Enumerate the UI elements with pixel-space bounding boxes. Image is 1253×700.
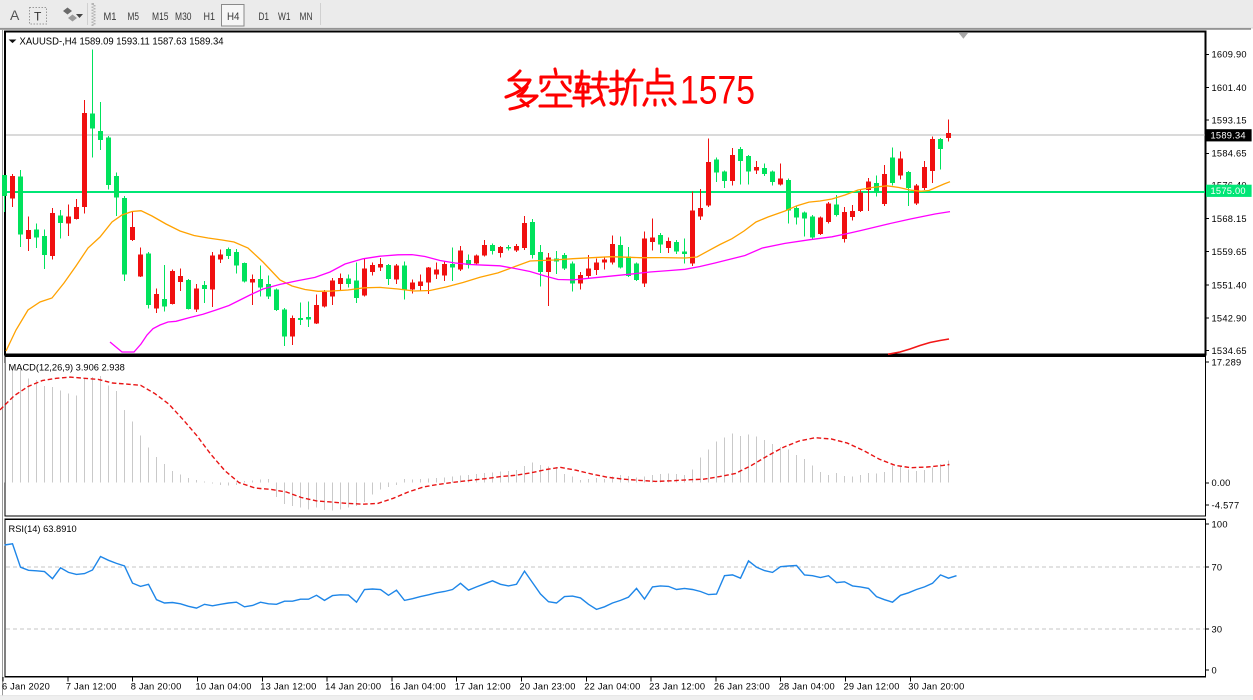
svg-text:8 Jan 20:00: 8 Jan 20:00 (131, 682, 182, 692)
svg-text:M1: M1 (104, 11, 117, 23)
svg-text:28 Jan 04:00: 28 Jan 04:00 (779, 682, 835, 692)
svg-text:1568.15: 1568.15 (1212, 214, 1247, 224)
svg-text:H4: H4 (227, 11, 240, 23)
svg-text:20 Jan 23:00: 20 Jan 23:00 (520, 682, 576, 692)
svg-text:6 Jan 2020: 6 Jan 2020 (2, 682, 50, 692)
svg-text:M15: M15 (152, 11, 169, 23)
svg-text:D1: D1 (259, 11, 270, 23)
svg-text:0: 0 (1212, 665, 1217, 675)
svg-text:RSI(14) 63.8910: RSI(14) 63.8910 (9, 524, 77, 534)
svg-text:1601.40: 1601.40 (1212, 83, 1247, 93)
svg-text:1589.34: 1589.34 (1211, 131, 1246, 141)
svg-text:1593.15: 1593.15 (1212, 115, 1247, 125)
svg-text:29 Jan 12:00: 29 Jan 12:00 (844, 682, 900, 692)
svg-text:1559.65: 1559.65 (1212, 247, 1247, 257)
svg-text:16 Jan 04:00: 16 Jan 04:00 (390, 682, 446, 692)
svg-text:M5: M5 (128, 11, 140, 23)
svg-text:-4.577: -4.577 (1212, 501, 1240, 511)
svg-text:1575.00: 1575.00 (1211, 186, 1246, 196)
svg-text:1534.65: 1534.65 (1212, 346, 1247, 356)
svg-text:70: 70 (1212, 562, 1223, 572)
svg-text:22 Jan 04:00: 22 Jan 04:00 (584, 682, 640, 692)
svg-text:A: A (10, 7, 20, 23)
svg-text:1609.90: 1609.90 (1212, 50, 1247, 60)
svg-text:17 Jan 12:00: 17 Jan 12:00 (455, 682, 511, 692)
svg-text:14 Jan 20:00: 14 Jan 20:00 (325, 682, 381, 692)
svg-text:H1: H1 (204, 11, 216, 23)
svg-text:0.00: 0.00 (1212, 478, 1231, 488)
svg-text:1551.40: 1551.40 (1212, 280, 1247, 290)
svg-text:MN: MN (300, 11, 313, 23)
svg-text:10 Jan 04:00: 10 Jan 04:00 (196, 682, 252, 692)
svg-text:MACD(12,26,9) 3.906 2.938: MACD(12,26,9) 3.906 2.938 (9, 362, 125, 372)
svg-text:W1: W1 (278, 11, 291, 23)
svg-text:1584.65: 1584.65 (1212, 149, 1247, 159)
svg-text:23 Jan 12:00: 23 Jan 12:00 (649, 682, 705, 692)
svg-text:M30: M30 (175, 11, 192, 23)
svg-text:17.289: 17.289 (1212, 357, 1242, 367)
svg-text:1542.90: 1542.90 (1212, 314, 1247, 324)
svg-text:26 Jan 23:00: 26 Jan 23:00 (714, 682, 770, 692)
svg-text:30 Jan 20:00: 30 Jan 20:00 (908, 682, 964, 692)
svg-text:100: 100 (1212, 519, 1228, 529)
svg-text:7 Jan 12:00: 7 Jan 12:00 (66, 682, 117, 692)
svg-text:XAUUSD-,H4 1589.09 1593.11 158: XAUUSD-,H4 1589.09 1593.11 1587.63 1589.… (20, 36, 224, 47)
svg-text:13 Jan 12:00: 13 Jan 12:00 (260, 682, 316, 692)
svg-text:30: 30 (1212, 624, 1223, 634)
svg-text:T: T (34, 10, 42, 24)
svg-text:1575: 1575 (680, 69, 755, 113)
